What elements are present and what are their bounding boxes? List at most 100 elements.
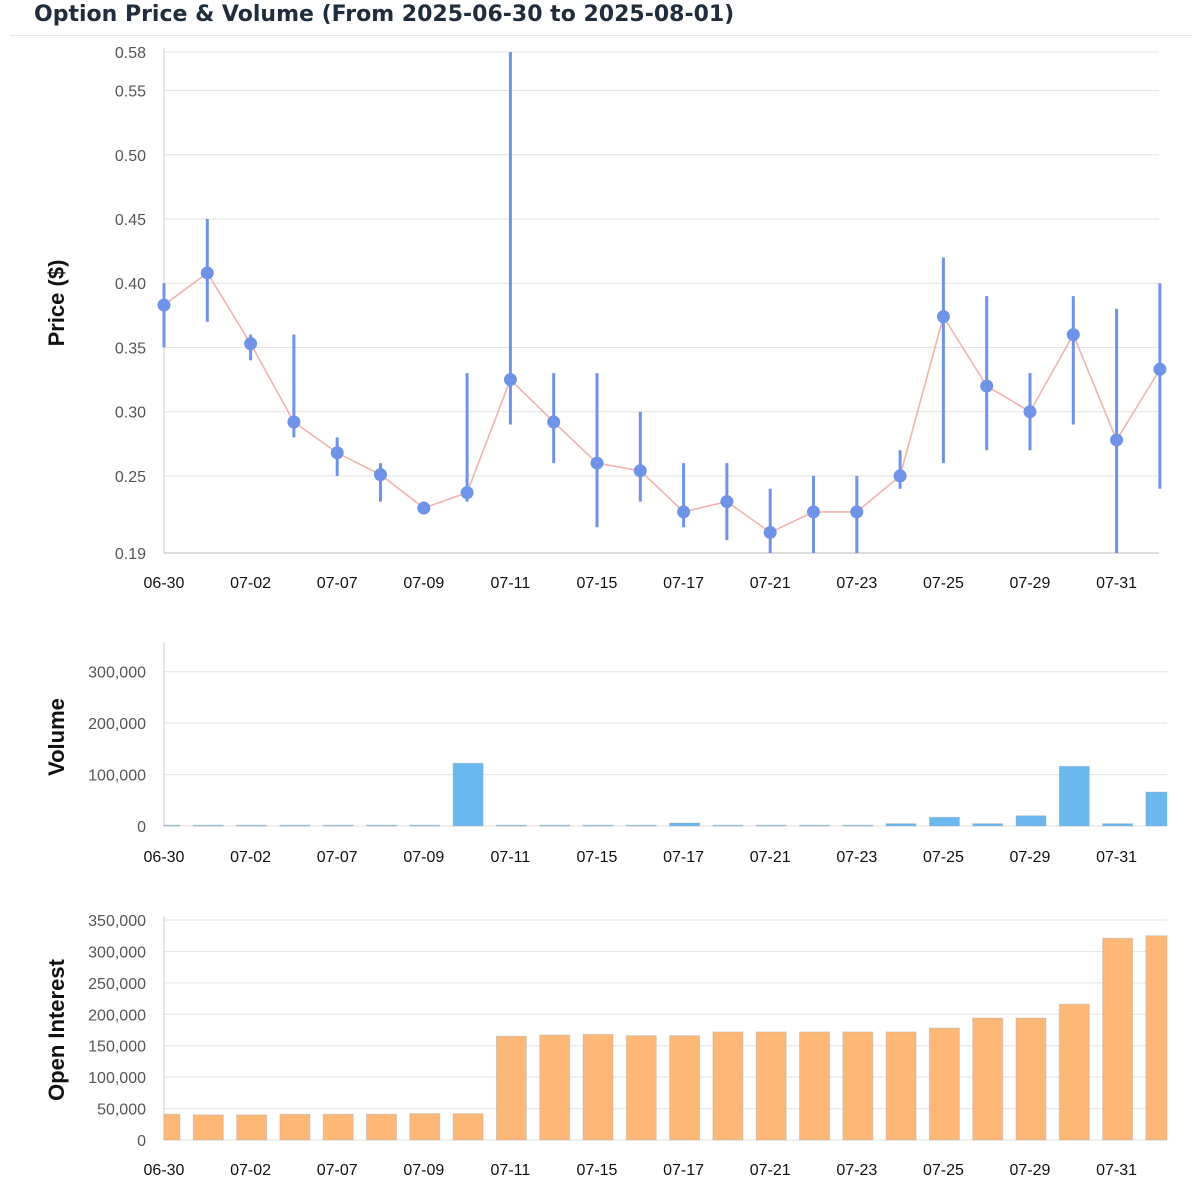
price-x-tick-label: 07-29	[1010, 575, 1051, 592]
open-interest-bar	[712, 1031, 744, 1141]
open-interest-y-tick-label: 100,000	[88, 1070, 146, 1087]
price-y-axis-title: Price ($)	[44, 260, 69, 347]
price-x-tick-label: 07-17	[663, 575, 704, 592]
open-interest-x-tick-label: 07-11	[491, 1162, 531, 1179]
open-interest-bar	[1145, 935, 1168, 1141]
price-y-tick-label: 0.55	[115, 84, 146, 101]
price-x-tick-label: 07-23	[836, 575, 877, 592]
open-interest-x-tick-label: 07-25	[923, 1162, 964, 1179]
price-x-tick-label: 07-25	[923, 575, 964, 592]
open-interest-bar	[972, 1017, 1004, 1141]
open-interest-y-tick-label: 200,000	[88, 1007, 146, 1024]
title-divider	[10, 35, 1192, 36]
open-interest-bar	[582, 1033, 614, 1141]
open-interest-chart: 350,000 300,000 250,000 200,000 150,000 100,0…	[44, 913, 1168, 1179]
open-interest-x-tick-label: 07-29	[1010, 1162, 1051, 1179]
price-point	[893, 469, 907, 483]
open-interest-y-tick-label: 350,000	[88, 913, 146, 930]
volume-bar	[163, 824, 181, 827]
price-point	[1023, 405, 1037, 419]
title-bar: Option Price & Volume (From 2025-06-30 t…	[0, 0, 1200, 36]
open-interest-bar	[1015, 1017, 1047, 1141]
volume-x-tick-label: 07-31	[1096, 849, 1137, 866]
volume-bar	[409, 824, 441, 827]
open-interest-bar	[236, 1114, 268, 1141]
open-interest-bar	[669, 1035, 701, 1141]
price-point	[460, 486, 474, 500]
price-point	[677, 505, 691, 519]
price-y-tick-label: 0.40	[115, 276, 146, 293]
price-x-tick-label: 07-02	[230, 575, 271, 592]
volume-bar	[1058, 765, 1090, 827]
price-chart: 0.58 0.55 0.50 0.45 0.40 0.35 0.30 0.25 0.19 06-3…	[44, 45, 1167, 592]
open-interest-x-tick-label: 07-02	[230, 1162, 271, 1179]
volume-bar	[972, 823, 1004, 827]
volume-bar	[452, 762, 484, 827]
volume-x-tick-label: 07-15	[577, 849, 618, 866]
price-y-tick-label: 0.25	[115, 469, 146, 486]
open-interest-bar	[279, 1113, 311, 1141]
volume-x-tick-label: 07-21	[750, 849, 791, 866]
volume-bar	[366, 824, 397, 827]
open-interest-x-tick-label: 07-23	[836, 1162, 877, 1179]
volume-x-tick-label: 07-29	[1010, 849, 1051, 866]
price-x-tick-label: 07-21	[750, 575, 791, 592]
open-interest-bar	[842, 1031, 874, 1141]
open-interest-y-tick-label: 0	[137, 1133, 146, 1150]
volume-bar	[322, 824, 354, 827]
open-interest-bar	[192, 1114, 224, 1141]
open-interest-bar	[799, 1031, 830, 1141]
price-y-tick-label: 0.45	[115, 212, 146, 229]
price-point	[850, 505, 864, 519]
page-title: Option Price & Volume (From 2025-06-30 t…	[34, 2, 735, 27]
open-interest-x-tick-label: 07-15	[577, 1162, 618, 1179]
volume-bar	[885, 823, 917, 827]
volume-y-tick-label: 200,000	[88, 716, 146, 733]
volume-x-tick-label: 07-23	[836, 849, 877, 866]
volume-bar	[799, 824, 830, 827]
open-interest-y-tick-label: 150,000	[88, 1039, 146, 1056]
open-interest-x-tick-label: 07-09	[403, 1162, 444, 1179]
open-interest-y-axis-title: Open Interest	[44, 958, 69, 1100]
open-interest-bar	[928, 1027, 960, 1141]
price-point	[763, 525, 777, 539]
volume-bar	[582, 824, 614, 827]
volume-bar	[236, 824, 268, 827]
volume-bar	[928, 816, 960, 827]
volume-bar	[192, 824, 224, 827]
open-interest-x-tick-label: 07-17	[663, 1162, 704, 1179]
open-interest-bar	[495, 1035, 527, 1141]
open-interest-bar	[409, 1113, 441, 1141]
volume-bar	[755, 824, 787, 827]
volume-y-tick-label: 300,000	[88, 665, 146, 682]
price-point	[807, 505, 820, 519]
volume-bar	[279, 824, 311, 827]
price-point	[503, 373, 517, 387]
price-point	[330, 446, 344, 460]
open-interest-bar	[163, 1113, 181, 1141]
volume-bar	[669, 822, 701, 827]
price-point	[980, 379, 994, 393]
price-point	[547, 415, 561, 429]
open-interest-bar	[885, 1031, 917, 1141]
open-interest-bar	[539, 1034, 571, 1141]
open-interest-bar	[322, 1113, 354, 1141]
price-series-line	[163, 271, 1161, 534]
price-x-tick-label: 07-31	[1096, 575, 1137, 592]
volume-x-tick-label: 07-07	[317, 849, 358, 866]
open-interest-bar	[452, 1113, 484, 1141]
volume-bar	[1145, 791, 1168, 827]
volume-bar	[625, 824, 657, 827]
volume-bar	[495, 824, 527, 827]
volume-x-tick-label: 07-11	[491, 849, 531, 866]
price-y-tick-label: 0.30	[115, 405, 146, 422]
price-point	[417, 501, 431, 515]
price-point	[287, 415, 301, 429]
price-point	[1066, 328, 1080, 342]
open-interest-bar	[625, 1035, 657, 1141]
volume-x-tick-label: 07-17	[663, 849, 704, 866]
price-y-tick-label: 0.50	[115, 148, 146, 165]
open-interest-x-tick-label: 06-30	[144, 1162, 185, 1179]
price-point	[1153, 362, 1167, 376]
price-y-tick-label: 0.19	[115, 546, 146, 563]
